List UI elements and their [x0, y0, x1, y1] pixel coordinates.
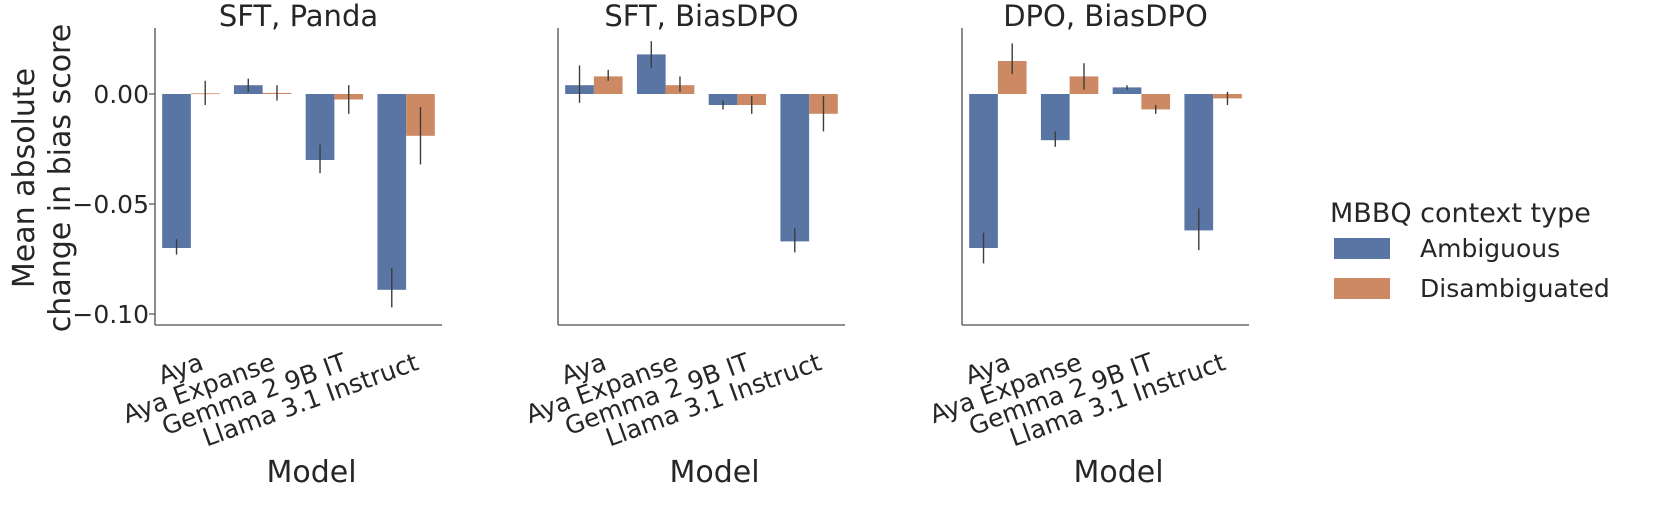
- bar-disambiguated-aya: [593, 76, 623, 94]
- bar-ambiguous-llama-3-1-instruct: [1184, 94, 1214, 231]
- panel-title: SFT, Panda: [219, 0, 378, 33]
- legend-label-disambiguated: Disambiguated: [1420, 274, 1610, 303]
- y-axis-label-line-2: change in bias score: [43, 24, 78, 332]
- y-axis-label-line-1: Mean absolute: [7, 68, 42, 288]
- panel-title: SFT, BiasDPO: [604, 0, 798, 33]
- legend-label-ambiguous: Ambiguous: [1420, 234, 1560, 263]
- bar-ambiguous-aya: [162, 94, 191, 248]
- bar-disambiguated-gemma-2-9b-it: [1141, 94, 1171, 110]
- bar-ambiguous-llama-3-1-instruct: [377, 94, 407, 290]
- bar-ambiguous-llama-3-1-instruct: [780, 94, 810, 242]
- y-tick-label: −0.10: [72, 300, 149, 329]
- legend-swatch-disambiguated: [1334, 278, 1390, 299]
- legend-title: MBBQ context type: [1330, 198, 1591, 229]
- x-axis-label: Model: [266, 455, 356, 490]
- x-axis-label: Model: [669, 455, 759, 490]
- y-tick-label: −0.05: [72, 190, 149, 219]
- bar-ambiguous-aya: [969, 94, 998, 248]
- y-axis-label: Mean absolute change in bias score: [7, 24, 78, 332]
- panel-title: DPO, BiasDPO: [1003, 0, 1208, 33]
- legend: MBBQ context type Ambiguous Disambiguate…: [1330, 198, 1610, 303]
- y-tick-label: 0.00: [93, 80, 149, 109]
- bar-ambiguous-gemma-2-9b-it: [708, 94, 738, 105]
- bar-ambiguous-gemma-2-9b-it: [1112, 87, 1142, 94]
- x-axis-label: Model: [1073, 455, 1163, 490]
- legend-swatch-ambiguous: [1334, 238, 1390, 259]
